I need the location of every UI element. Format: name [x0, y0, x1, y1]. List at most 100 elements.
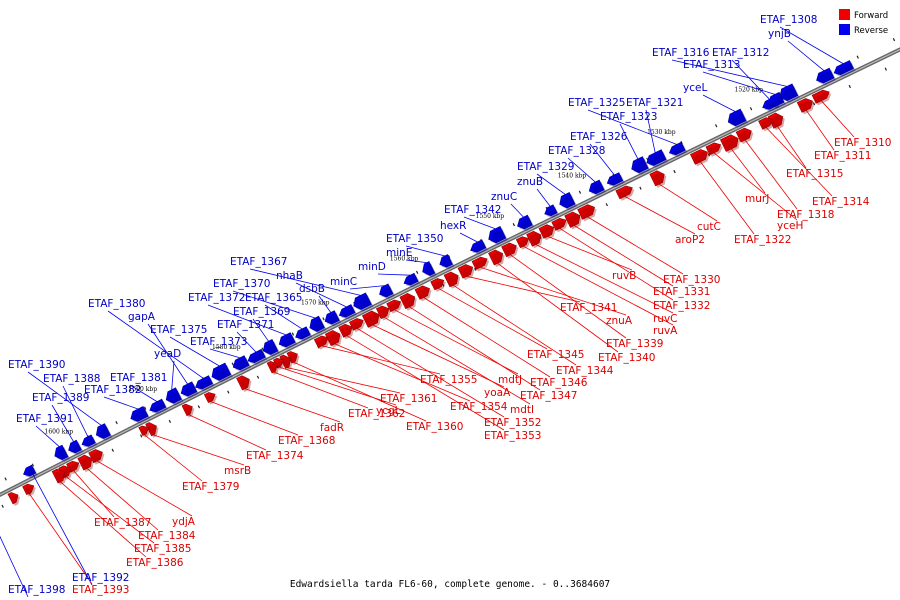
leader-hexr	[459, 232, 478, 243]
gene-label-etaf_1313: ETAF_1313	[683, 59, 740, 71]
gene-block-shadow	[760, 119, 775, 132]
gene-block-shadow	[424, 263, 437, 278]
gene-label-etaf_1352: ETAF_1352	[484, 417, 541, 429]
gene-block-etaf_1367	[353, 292, 372, 310]
gene-block-etaf_1371	[247, 348, 266, 364]
gene-label-ycgl: ycgL	[376, 405, 401, 417]
gene-block-etaf_1353	[338, 323, 353, 338]
gene-label-etaf_1341: ETAF_1341	[560, 302, 617, 314]
leader-etaf_1353	[346, 335, 505, 431]
gene-block-etaf_1389	[68, 439, 82, 454]
gene-label-etaf_1353: ETAF_1353	[484, 430, 541, 442]
gene-block-etaf_1352	[348, 318, 364, 331]
leader-etaf_1347	[409, 306, 541, 391]
gene-block-etaf_1374	[181, 403, 193, 417]
leader-etaf_1350	[405, 245, 445, 257]
gene-block-etaf_1370	[309, 315, 325, 332]
gene-block-shadow	[417, 287, 432, 302]
gene-label-mdti: mdtI	[510, 404, 534, 416]
backbone-tick	[231, 362, 235, 366]
leader-etaf_1369	[252, 318, 269, 342]
leader-dsbb	[318, 295, 332, 313]
leader-etaf_1316	[671, 59, 787, 87]
gene-label-murj: murJ	[745, 193, 769, 205]
gene-block-etaf_1310	[811, 89, 830, 104]
leader-etaf_1323	[619, 123, 639, 160]
gene-label-yead: yeaD	[154, 348, 181, 360]
backbone-tick	[474, 267, 477, 271]
gene-block-gapa	[180, 381, 198, 397]
gene-block-shadow	[250, 351, 268, 365]
gene-label-etaf_1315: ETAF_1315	[786, 168, 843, 180]
leader-etaf_1365	[264, 304, 303, 330]
gene-label-dsbb: dsbB	[299, 283, 325, 295]
gene-label-mind: minD	[358, 261, 386, 273]
gene-block-shadow	[707, 144, 723, 157]
leader-etaf_1390	[27, 371, 102, 426]
leader-etaf_1398	[0, 535, 29, 598]
gene-block-shadow	[781, 85, 800, 103]
gene-labels: ETAF_1308 ynjB ETAF_1316 ETAF_1312ETAF_1313…	[8, 14, 891, 596]
gene-block-etaf_1347	[399, 292, 416, 310]
leader-etaf_1311	[805, 110, 835, 151]
leader-etaf_1310	[821, 100, 855, 138]
leader-etaf_1325	[587, 109, 677, 145]
gene-label-etaf_1328: ETAF_1328	[548, 145, 605, 157]
gene-label-gapa: gapA	[128, 311, 156, 323]
gene-block-shadow	[381, 285, 395, 300]
gene-label-mdtj: mdtJ	[498, 374, 522, 386]
gene-label-etaf_1386: ETAF_1386	[126, 557, 184, 569]
leader-etaf_1322	[700, 161, 755, 235]
gene-block-shadow	[197, 377, 215, 391]
gene-label-etaf_1342: ETAF_1342	[444, 204, 501, 216]
gene-label-yceh: yceH	[777, 220, 803, 232]
backbone-tick	[143, 406, 147, 410]
gene-label-etaf_1344: ETAF_1344	[556, 365, 614, 377]
gene-block-shadow	[799, 100, 815, 115]
backbone-tick	[415, 270, 419, 274]
gene-block-shadow	[9, 494, 21, 506]
gene-label-znub: znuB	[517, 176, 543, 188]
leader-fadr	[244, 388, 341, 423]
gene-block-shadow	[540, 226, 556, 241]
gene-label-etaf_1374: ETAF_1374	[246, 450, 304, 462]
leader-znuc	[510, 203, 524, 218]
gene-block-etaf_1384	[77, 454, 93, 471]
gene-block-shadow	[297, 328, 313, 341]
gene-block-etaf_1339	[501, 242, 517, 258]
leader-etaf_1342	[463, 216, 496, 230]
gene-label-znuc: znuC	[491, 191, 517, 203]
leader-gapa	[147, 323, 188, 385]
leader-yceh	[713, 152, 798, 221]
gene-block-etaf_1326	[606, 172, 624, 186]
gene-label-etaf_1308: ETAF_1308	[760, 14, 817, 26]
gene-label-etaf_1373: ETAF_1373	[190, 336, 247, 348]
gene-label-etaf_1347: ETAF_1347	[520, 390, 577, 402]
genome-backbone	[0, 47, 900, 498]
leader-etaf_1360	[293, 361, 427, 422]
gene-block-shadow	[341, 306, 357, 320]
gene-block-etaf_1361	[279, 354, 292, 369]
backbone-tick	[892, 37, 896, 42]
gene-block-etaf_1346	[414, 285, 430, 300]
gene-block-etaf_1355	[313, 335, 329, 348]
leader-mdti	[383, 316, 531, 405]
gene-block-shadow	[206, 394, 218, 405]
leader-etaf_1384	[86, 468, 159, 531]
gene-block-shadow	[54, 471, 67, 486]
kbp-tick-label: 1550 kbp	[476, 213, 505, 220]
gene-block-etaf_1345	[430, 278, 445, 291]
leader-etaf_1313	[702, 71, 776, 95]
gene-label-etaf_1391: ETAF_1391	[16, 413, 73, 425]
gene-label-etaf_1387: ETAF_1387	[94, 517, 151, 529]
gene-label-etaf_1382: ETAF_1382	[84, 384, 141, 396]
gene-block-mdtj	[386, 299, 402, 313]
gene-label-minc: minC	[330, 276, 357, 288]
backbone-tick	[168, 419, 172, 424]
gene-block-shadow	[818, 70, 837, 86]
gene-label-msrb: msrB	[224, 465, 251, 477]
leader-msrb	[153, 434, 245, 466]
leader-ynjb	[787, 40, 825, 72]
gene-block-etaf_1314	[758, 117, 773, 130]
